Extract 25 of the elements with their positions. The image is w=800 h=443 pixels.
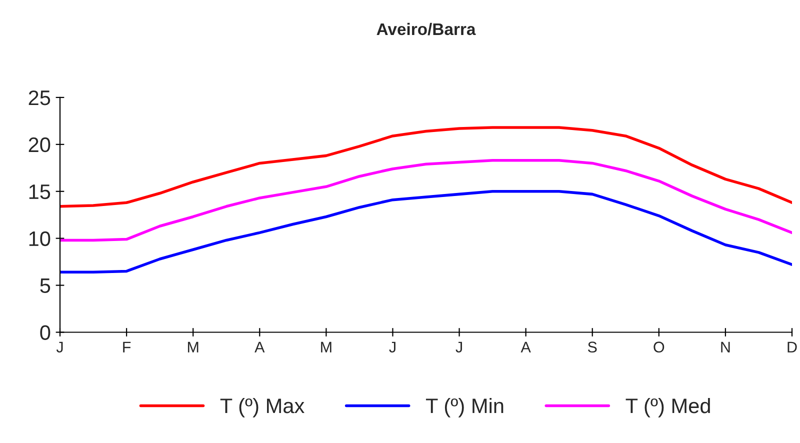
line-series	[60, 190, 792, 274]
x-tick-label: J	[389, 342, 396, 352]
x-tick-label: A	[520, 342, 531, 352]
x-tick-label: D	[788, 342, 797, 352]
y-tick-label: 25	[28, 90, 50, 106]
y-tick-label: 15	[29, 184, 50, 200]
chart-title: Aveiro/Barra	[376, 22, 476, 36]
x-tick-label: A	[254, 342, 265, 352]
y-tick-label: 10	[29, 231, 50, 246]
legend-label: T (º) Min	[426, 398, 504, 418]
legend-label: T (º) Max	[220, 398, 304, 418]
line-series	[60, 126, 792, 208]
x-tick-label: J	[456, 342, 462, 352]
x-tick-label: O	[654, 342, 664, 352]
x-tick-label: F	[123, 342, 131, 352]
x-tick-label: M	[188, 342, 198, 352]
line-series	[60, 158, 792, 242]
y-tick-label: 0	[40, 325, 50, 340]
x-tick-label: J	[56, 342, 63, 352]
x-tick-label: S	[588, 342, 597, 352]
y-tick-label: 20	[28, 137, 50, 152]
y-tick-label: 5	[40, 278, 50, 294]
x-tick-label: N	[721, 342, 730, 352]
x-tick-label: M	[321, 342, 332, 352]
legend-label: T (º) Med	[626, 398, 710, 418]
